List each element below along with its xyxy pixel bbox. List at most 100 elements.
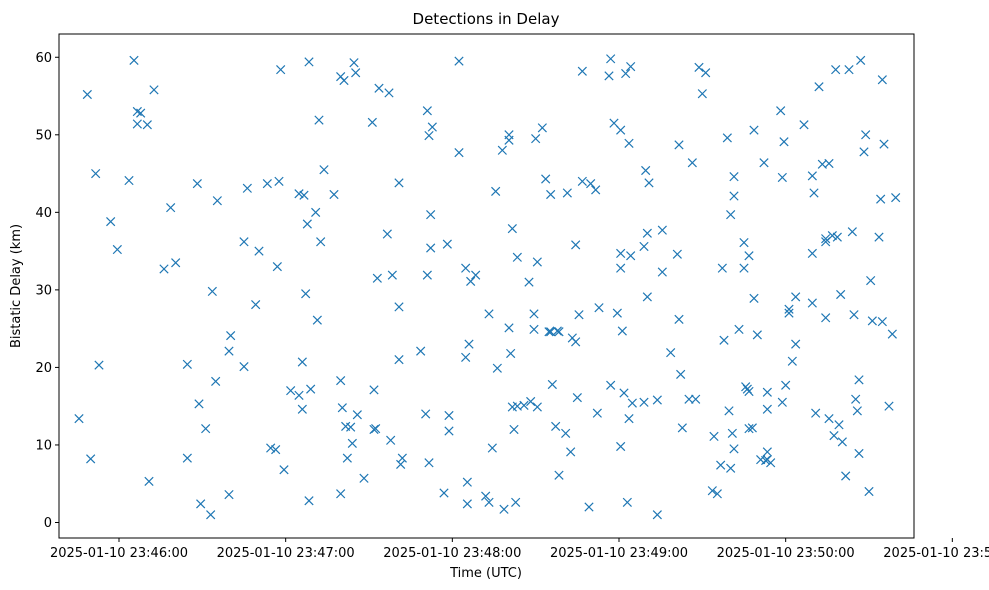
data-point xyxy=(854,448,864,459)
data-point xyxy=(561,428,571,438)
data-point xyxy=(212,196,222,206)
data-point xyxy=(424,130,434,141)
data-point xyxy=(621,68,631,79)
data-point xyxy=(462,477,472,487)
data-point xyxy=(652,510,662,520)
data-point xyxy=(716,460,726,470)
data-point xyxy=(347,438,357,449)
data-point xyxy=(487,443,497,453)
data-point xyxy=(529,309,539,319)
data-point xyxy=(591,185,601,195)
data-point xyxy=(286,386,296,396)
data-point xyxy=(856,55,866,65)
data-point xyxy=(314,115,324,125)
data-point xyxy=(304,57,314,67)
y-tick-label: 40 xyxy=(35,206,52,221)
data-point xyxy=(747,423,757,433)
data-point xyxy=(294,189,304,199)
data-point xyxy=(339,75,349,86)
data-point xyxy=(272,261,282,272)
data-point xyxy=(329,189,339,200)
x-tick-label: 2025-01-10 23:49:00 xyxy=(550,546,688,561)
data-point xyxy=(492,363,502,373)
data-point xyxy=(166,203,176,213)
data-point xyxy=(787,356,797,366)
data-point xyxy=(524,277,534,287)
data-point xyxy=(884,401,894,411)
data-point xyxy=(864,486,874,497)
data-point xyxy=(606,54,616,64)
data-point xyxy=(504,130,514,140)
data-point xyxy=(784,308,794,318)
data-point xyxy=(426,210,436,220)
data-points xyxy=(74,54,901,520)
data-point xyxy=(624,413,634,424)
data-point xyxy=(552,326,562,336)
data-point xyxy=(337,403,347,413)
data-point xyxy=(129,55,139,65)
data-point xyxy=(422,106,432,116)
data-point xyxy=(511,497,521,507)
data-point xyxy=(484,497,494,507)
data-point xyxy=(836,289,846,300)
data-point xyxy=(759,158,769,168)
data-point xyxy=(624,138,634,148)
data-point xyxy=(784,304,794,314)
data-point xyxy=(297,404,307,414)
data-point xyxy=(346,422,356,432)
data-point xyxy=(207,286,217,297)
data-point xyxy=(384,88,394,98)
data-point xyxy=(687,158,697,168)
data-point xyxy=(807,248,817,259)
data-point xyxy=(464,339,474,349)
data-point xyxy=(82,89,92,100)
data-point xyxy=(877,75,887,85)
data-point xyxy=(852,406,862,416)
data-point xyxy=(562,188,572,198)
data-point xyxy=(841,471,851,481)
y-axis-ticks: 0 10 20 30 40 50 60 xyxy=(35,51,59,531)
data-point xyxy=(537,123,547,133)
data-point xyxy=(766,458,776,468)
data-point xyxy=(374,83,384,93)
data-point xyxy=(299,190,309,200)
data-point xyxy=(461,263,471,273)
data-point xyxy=(811,408,821,418)
data-point xyxy=(619,388,629,398)
data-point xyxy=(461,352,471,362)
data-point xyxy=(652,395,662,405)
data-point xyxy=(367,117,377,128)
data-point xyxy=(532,402,542,412)
data-point xyxy=(342,453,352,463)
data-point xyxy=(657,225,667,235)
y-tick-label: 10 xyxy=(35,438,52,453)
data-point xyxy=(182,453,192,463)
data-point xyxy=(749,293,759,304)
data-point xyxy=(642,228,652,238)
data-point xyxy=(831,65,841,75)
data-point xyxy=(626,61,636,72)
data-point xyxy=(879,139,889,149)
data-point xyxy=(744,251,754,261)
data-point xyxy=(626,251,636,261)
data-point xyxy=(657,267,667,277)
x-axis-ticks: 2025-01-10 23:46:00 2025-01-10 23:47:00 20… xyxy=(50,538,989,561)
data-point xyxy=(809,188,819,198)
data-point xyxy=(807,298,817,308)
data-point xyxy=(707,486,717,496)
data-point xyxy=(541,174,551,184)
data-point xyxy=(694,62,704,72)
data-point xyxy=(226,331,236,341)
data-point xyxy=(224,489,234,500)
data-point xyxy=(724,406,734,416)
data-point xyxy=(571,337,581,347)
data-point xyxy=(612,308,622,318)
data-point xyxy=(616,441,626,452)
data-point xyxy=(691,394,701,404)
y-tick-label: 50 xyxy=(35,128,52,143)
data-point xyxy=(171,258,181,268)
data-point xyxy=(594,303,604,313)
data-point xyxy=(866,275,876,286)
data-point xyxy=(546,189,556,200)
